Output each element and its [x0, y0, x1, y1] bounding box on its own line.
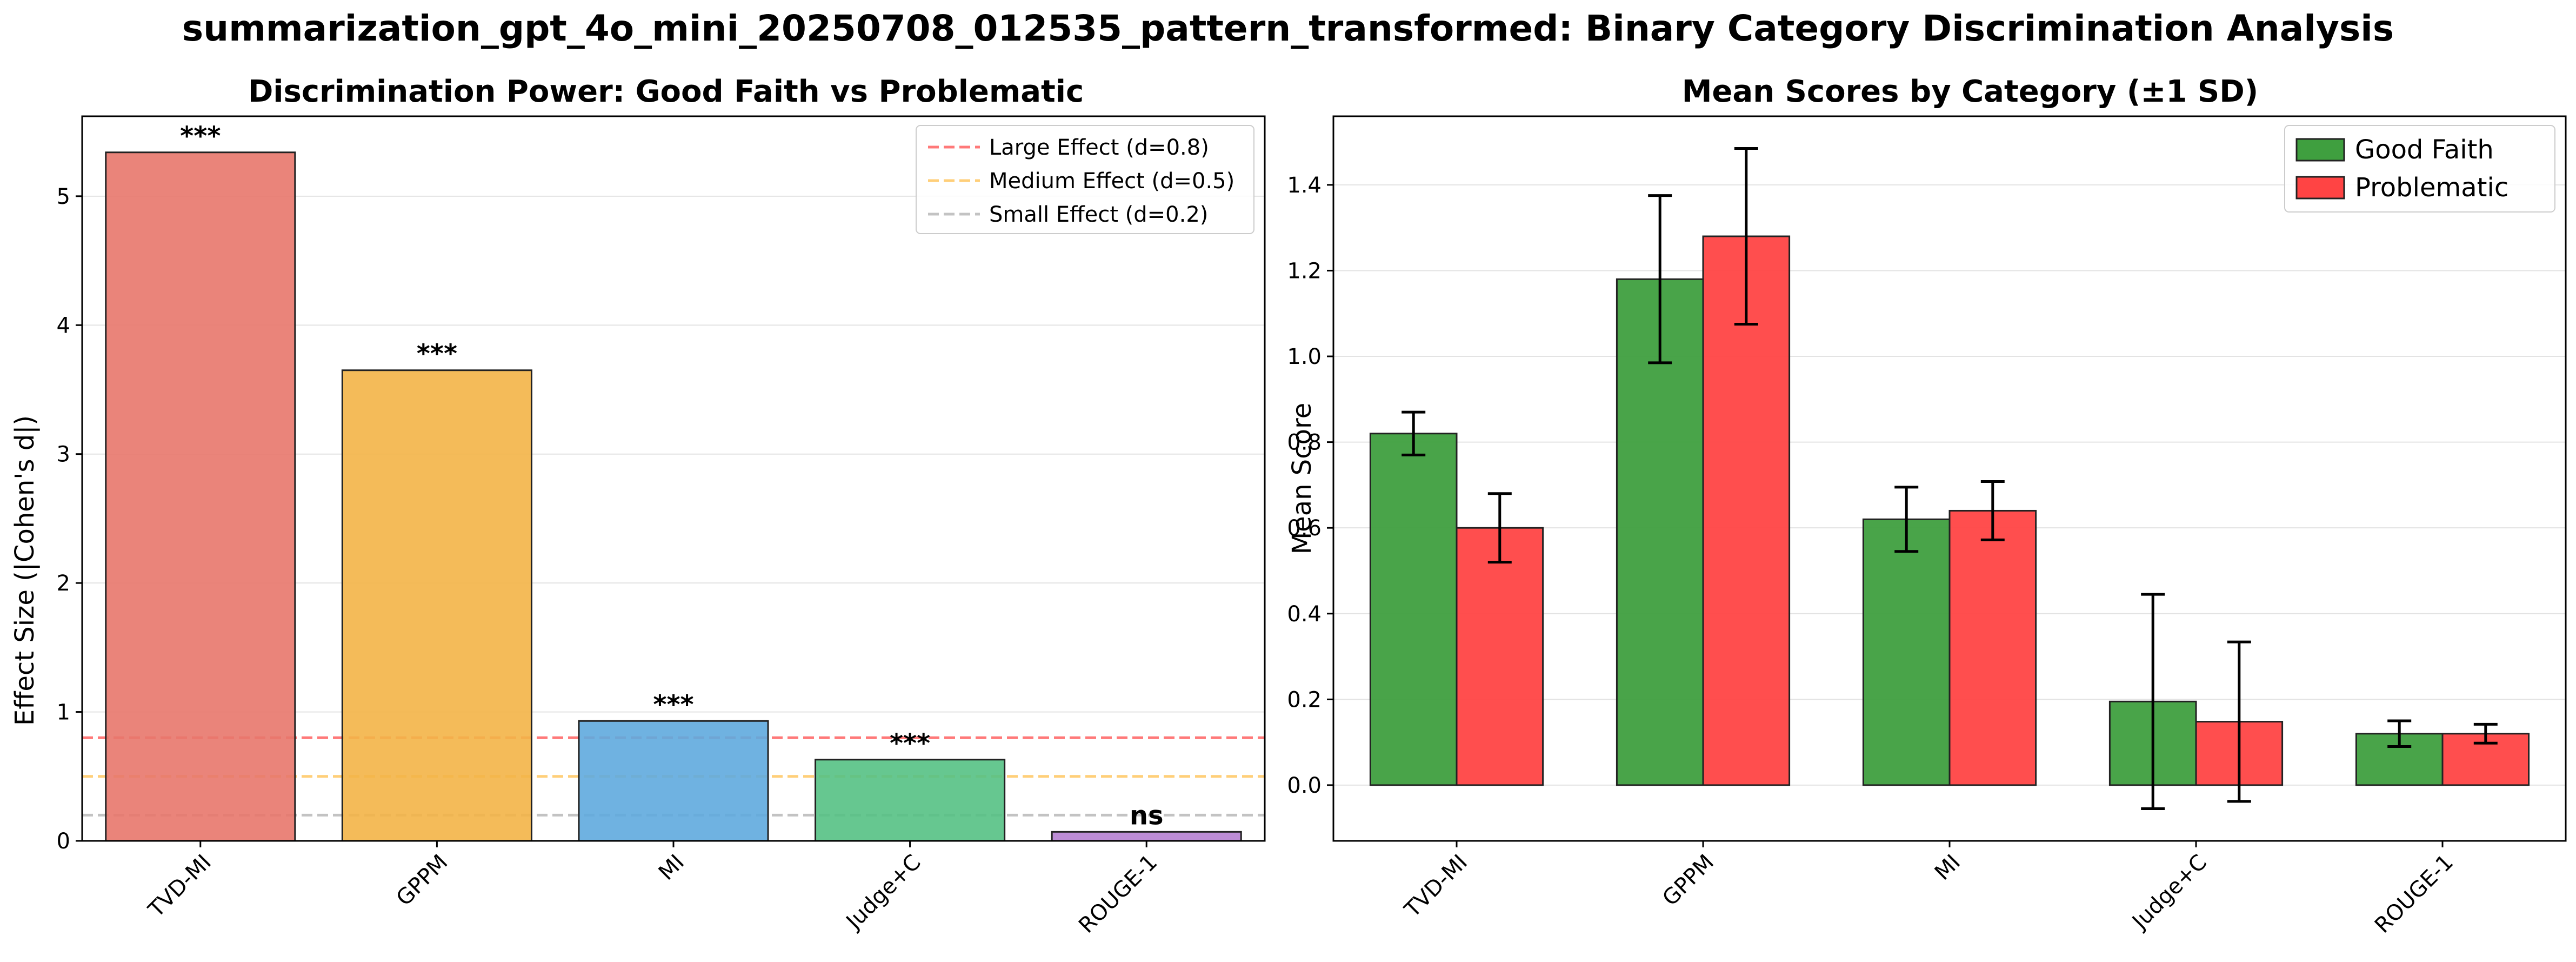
y-tick-label: 0.8: [1287, 430, 1322, 455]
effect-size-chart-title: Discrimination Power: Good Faith vs Prob…: [248, 74, 1084, 109]
mean-scores-y-axis-label: Mean Score: [1287, 403, 1317, 554]
y-tick-label: 0: [57, 829, 70, 854]
category-legend: Good Faith Problematic: [2284, 125, 2555, 213]
effect-size-x-ticks: TVD-MI GPPM MI Judge+C ROUGE-1: [143, 841, 1162, 938]
y-tick-label: 0.4: [1287, 602, 1322, 627]
x-tick-label-mi: MI: [654, 850, 689, 885]
x-tick-label-judge-c: Judge+C: [2126, 850, 2212, 936]
y-tick-label: 1.2: [1287, 258, 1322, 283]
y-tick-label: 0.0: [1287, 773, 1322, 798]
mean-scores-bars: [1369, 235, 2530, 786]
legend-label-small-effect-d-0-2: Small Effect (d=0.2): [989, 202, 1208, 227]
bar-problematic-tvd-mi: [1456, 527, 1544, 786]
x-tick-label-gppm: GPPM: [392, 850, 453, 911]
figure-title: summarization_gpt_4o_mini_20250708_01253…: [182, 8, 2394, 49]
y-tick-label: 4: [57, 313, 70, 338]
y-tick-label: 1.0: [1287, 344, 1322, 369]
mean-scores-y-ticks: 0.0 0.2 0.4 0.6 0.8 1.0 1.2 1.4: [1287, 173, 1333, 798]
x-tick-label-rouge-1: ROUGE-1: [1074, 850, 1162, 938]
legend-label-medium-effect-d-0-5: Medium Effect (d=0.5): [989, 169, 1234, 194]
mean-scores-plot-frame: [1332, 115, 2567, 842]
bar-mi: [578, 720, 769, 842]
x-tick-label-judge-c: Judge+C: [840, 850, 926, 936]
significance-label-tvd-mi: ***: [180, 121, 221, 151]
effect-size-bars: [105, 151, 1242, 842]
x-tick-label-mi: MI: [1930, 850, 1965, 885]
effect-size-y-ticks: 0 1 2 3 4 5: [57, 184, 82, 854]
y-tick-label: 2: [57, 571, 70, 596]
y-tick-label: 0.2: [1287, 687, 1322, 712]
legend-label-good-faith: Good Faith: [2355, 135, 2494, 165]
significance-labels: *** *** *** *** ns: [180, 121, 1163, 831]
significance-label-mi: ***: [653, 689, 693, 720]
legend-box: [2284, 125, 2555, 213]
x-tick-label-rouge-1: ROUGE-1: [2370, 850, 2458, 938]
y-tick-label: 0.6: [1287, 516, 1322, 541]
legend-swatch-problematic: [2295, 176, 2345, 200]
legend-box: [916, 125, 1254, 234]
bar-problematic-gppm: [1702, 235, 1791, 786]
legend-swatch-good-faith: [2295, 138, 2345, 162]
bar-judge-c: [815, 759, 1006, 842]
x-tick-label-tvd-mi: TVD-MI: [1399, 850, 1472, 923]
significance-label-judge-c: ***: [890, 728, 930, 759]
reference-legend: Large Effect (d=0.8) Medium Effect (d=0.5…: [916, 125, 1254, 234]
mean-scores-chart: Mean Scores by Category (±1 SD) Mean Sco…: [1287, 74, 2567, 938]
y-tick-label: 5: [57, 184, 70, 209]
x-tick-label-tvd-mi: TVD-MI: [143, 850, 216, 923]
legend-label-large-effect-d-0-8: Large Effect (d=0.8): [989, 135, 1209, 160]
bar-gppm: [341, 369, 532, 842]
bar-rouge-1: [1051, 831, 1242, 842]
error-bars: [1402, 147, 2498, 811]
bar-good-faith-mi: [1862, 518, 1951, 786]
x-tick-label-gppm: GPPM: [1658, 850, 1719, 911]
bar-tvd-mi: [105, 151, 296, 842]
mean-scores-x-ticks: TVD-MI GPPM MI Judge+C ROUGE-1: [1399, 841, 2458, 938]
bar-problematic-mi: [1948, 509, 2037, 786]
mean-scores-chart-title: Mean Scores by Category (±1 SD): [1682, 74, 2259, 109]
legend-label-problematic: Problematic: [2355, 173, 2508, 203]
significance-label-gppm: ***: [417, 339, 457, 369]
effect-size-chart: Discrimination Power: Good Faith vs Prob…: [10, 74, 1266, 938]
significance-label-rouge-1: ns: [1130, 800, 1164, 831]
bar-good-faith-tvd-mi: [1369, 433, 1458, 786]
y-tick-label: 3: [57, 442, 70, 467]
y-tick-label: 1.4: [1287, 173, 1322, 198]
y-tick-label: 1: [57, 700, 70, 725]
effect-size-y-axis-label: Effect Size (|Cohen's d|): [10, 415, 40, 726]
effect-size-plot-frame: [81, 115, 1266, 842]
